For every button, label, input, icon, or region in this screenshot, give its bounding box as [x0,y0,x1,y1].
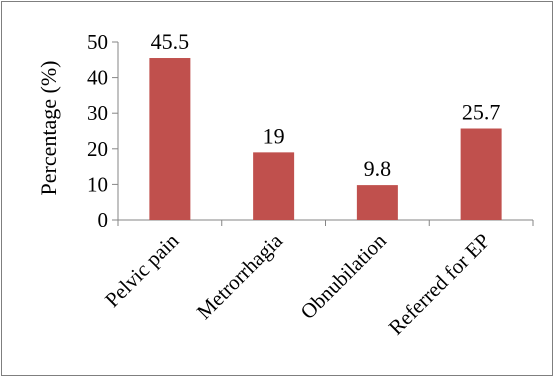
data-label: 9.8 [364,156,392,181]
y-tick-label: 40 [87,66,108,90]
y-tick-label: 10 [87,172,108,196]
x-category-label: Obnubilation [296,228,392,324]
x-category-label: Referred for EP [384,229,495,340]
bars-group [149,58,502,220]
bar [460,128,502,220]
y-axis-label: Percentage (%) [36,61,61,196]
y-tick-label: 30 [87,101,108,125]
y-tick-label: 20 [87,137,108,161]
y-tick-label: 50 [87,30,108,54]
data-label: 19 [263,123,285,148]
bar [149,58,191,220]
data-label: 25.7 [462,100,501,125]
data-label: 45.5 [151,29,190,54]
y-tick-label: 0 [98,208,109,232]
bar [356,185,398,220]
x-category-label: Pelvic pain [100,228,184,312]
bar [253,152,295,220]
x-category-label: Metrorrhagia [192,228,288,324]
